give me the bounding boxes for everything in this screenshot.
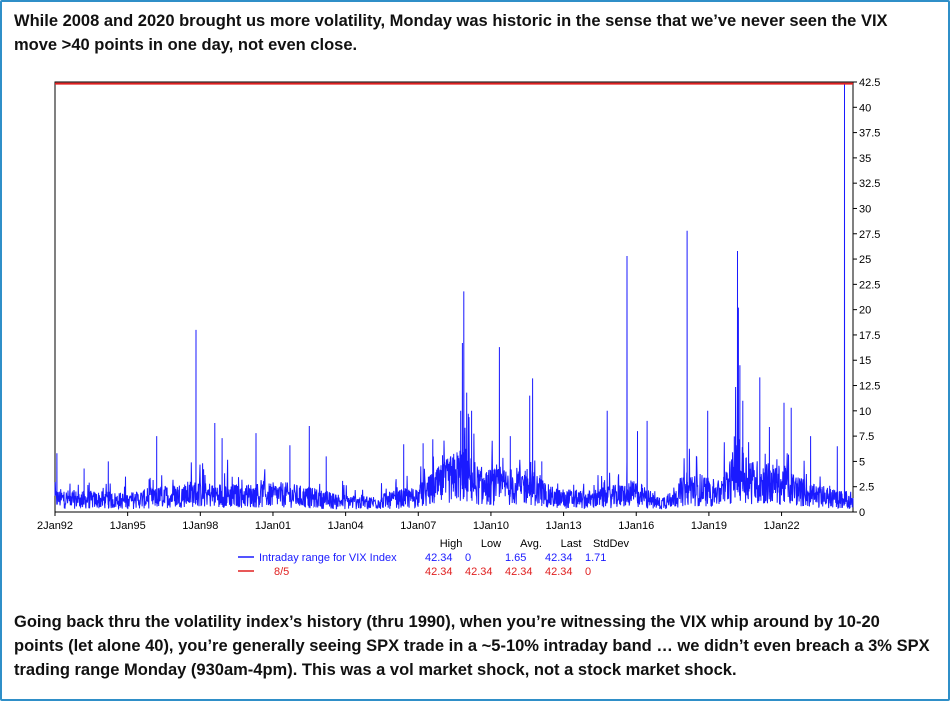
x-tick-label: 1Jan01 [255, 520, 291, 532]
x-tick-label: 1Jan10 [473, 520, 509, 532]
y-tick-label: 35 [859, 153, 871, 165]
stats-value: 1.65 [505, 552, 526, 564]
vix-range-chart: 0 2.5 5 7.5 10 12.5 15 17.5 20 22.5 25 27.5 30 32.5 35… [37, 77, 880, 578]
x-tick-label: 1Jan98 [182, 520, 218, 532]
y-tick-label: 0 [859, 507, 865, 519]
legend-label-vix-range: Intraday range for VIX Index [259, 552, 397, 564]
y-tick-label: 32.5 [859, 178, 880, 190]
plot-area [54, 81, 854, 513]
stats-header: Last [561, 538, 582, 550]
stats-value: 42.34 [425, 552, 453, 564]
stats-value: 42.34 [545, 552, 573, 564]
x-tick-label: 1Jan04 [328, 520, 364, 532]
y-tick-label: 2.5 [859, 482, 874, 494]
y-tick-label: 37.5 [859, 128, 880, 140]
y-tick-label: 5 [859, 456, 865, 468]
legend-stats-table: High Low Avg. Last StdDev Intraday range for … [238, 538, 630, 578]
stats-header: StdDev [593, 538, 630, 550]
stats-value: 0 [585, 566, 591, 578]
y-tick-label: 42.5 [859, 77, 880, 89]
stats-value: 42.34 [505, 566, 533, 578]
series-line-vix-range [54, 83, 854, 511]
stats-value: 42.34 [465, 566, 493, 578]
stats-header: Avg. [520, 538, 542, 550]
stats-value: 0 [465, 552, 471, 564]
y-tick-label: 7.5 [859, 431, 874, 443]
x-tick-label: 1Jan07 [400, 520, 436, 532]
x-axis: 2Jan92 1Jan95 1Jan98 1Jan01 1Jan04 1Jan07 1Jan… [37, 512, 800, 532]
x-tick-label: 2Jan92 [37, 520, 73, 532]
y-tick-label: 22.5 [859, 279, 880, 291]
stats-value: 42.34 [545, 566, 573, 578]
y-tick-label: 30 [859, 203, 871, 215]
x-tick-label: 1Jan16 [618, 520, 654, 532]
stats-header: Low [481, 538, 501, 550]
outro-paragraph: Going back thru the volatility index’s h… [14, 613, 930, 679]
intro-paragraph: While 2008 and 2020 brought us more vola… [14, 12, 888, 54]
x-tick-label: 1Jan19 [691, 520, 727, 532]
y-tick-label: 15 [859, 355, 871, 367]
x-tick-label: 1Jan13 [546, 520, 582, 532]
y-tick-label: 12.5 [859, 381, 880, 393]
stats-value: 42.34 [425, 566, 453, 578]
x-tick-label: 1Jan22 [764, 520, 800, 532]
y-tick-label: 17.5 [859, 330, 880, 342]
y-tick-label: 20 [859, 305, 871, 317]
legend-label-8-5: 8/5 [274, 566, 289, 578]
stats-value: 1.71 [585, 552, 606, 564]
y-tick-label: 40 [859, 102, 871, 114]
y-tick-label: 10 [859, 406, 871, 418]
stats-header: High [440, 538, 463, 550]
y-tick-label: 27.5 [859, 229, 880, 241]
x-tick-label: 1Jan95 [110, 520, 146, 532]
y-axis: 0 2.5 5 7.5 10 12.5 15 17.5 20 22.5 25 27.5 30 32.5 35… [853, 77, 880, 519]
y-tick-label: 25 [859, 254, 871, 266]
